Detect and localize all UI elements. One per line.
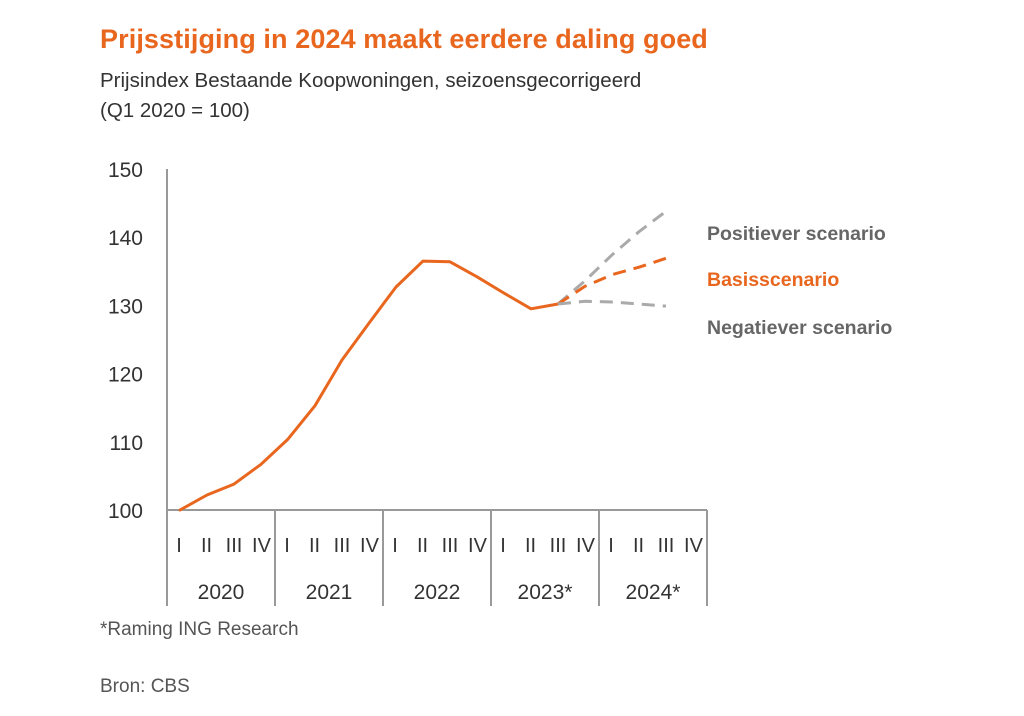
quarter-label: IV [576,535,596,557]
quarter-label: I [284,535,290,557]
quarter-label: IV [252,535,272,557]
series-line-index [178,259,560,512]
year-label: 2021 [306,581,353,604]
y-tick-label: 130 [108,295,143,318]
year-label: 2020 [198,581,245,604]
quarter-label: II [525,535,536,557]
quarter-label: II [417,535,428,557]
y-axis-ticks: 100 110 120 130 140 150 [108,159,143,523]
series-labels: Positiever scenario Basisscenario Negatiev… [707,223,892,339]
quarter-label: III [658,535,675,557]
series-line-basisscenario [557,256,667,306]
quarter-label: I [500,535,506,557]
quarter-label: III [334,535,351,557]
y-tick-label: 100 [108,500,143,523]
series-line-negatiever-scenario [557,299,667,308]
y-tick-label: 110 [110,432,143,455]
chart-subtitle: Prijsindex Bestaande Koopwoningen, seizo… [100,66,800,126]
quarter-label: IV [684,535,704,557]
quarter-label: I [176,535,182,557]
y-tick-label: 150 [108,159,143,182]
footnote: *Raming ING Research [100,619,299,640]
series-label-negatiever-scenario: Negatiever scenario [707,317,892,339]
quarter-label: II [201,535,212,557]
subtitle-line-1: Prijsindex Bestaande Koopwoningen, seizo… [100,69,642,92]
quarter-label: II [309,535,320,557]
year-label: 2022 [414,581,461,604]
y-tick-label: 140 [108,227,143,250]
chart-axes [166,169,708,606]
year-label: 2024* [626,581,681,604]
year-label: 2023* [518,581,573,604]
quarter-label: III [226,535,243,557]
quarter-label: I [608,535,614,557]
series-line-positiever-scenario [557,210,667,306]
quarter-label: III [550,535,567,557]
series-label-basisscenario: Basisscenario [707,269,839,291]
quarter-label: I [392,535,398,557]
chart-title: Prijsstijging in 2024 maakt eerdere dali… [100,24,708,54]
y-tick-label: 120 [108,364,143,387]
source-note: Bron: CBS [100,676,190,697]
quarter-label: III [442,535,459,557]
quarter-label: IV [468,535,488,557]
quarter-label: II [633,535,644,557]
quarter-label: IV [360,535,380,557]
series-label-positiever-scenario: Positiever scenario [707,223,886,245]
subtitle-line-2: (Q1 2020 = 100) [100,99,250,122]
series-lines [178,210,667,512]
